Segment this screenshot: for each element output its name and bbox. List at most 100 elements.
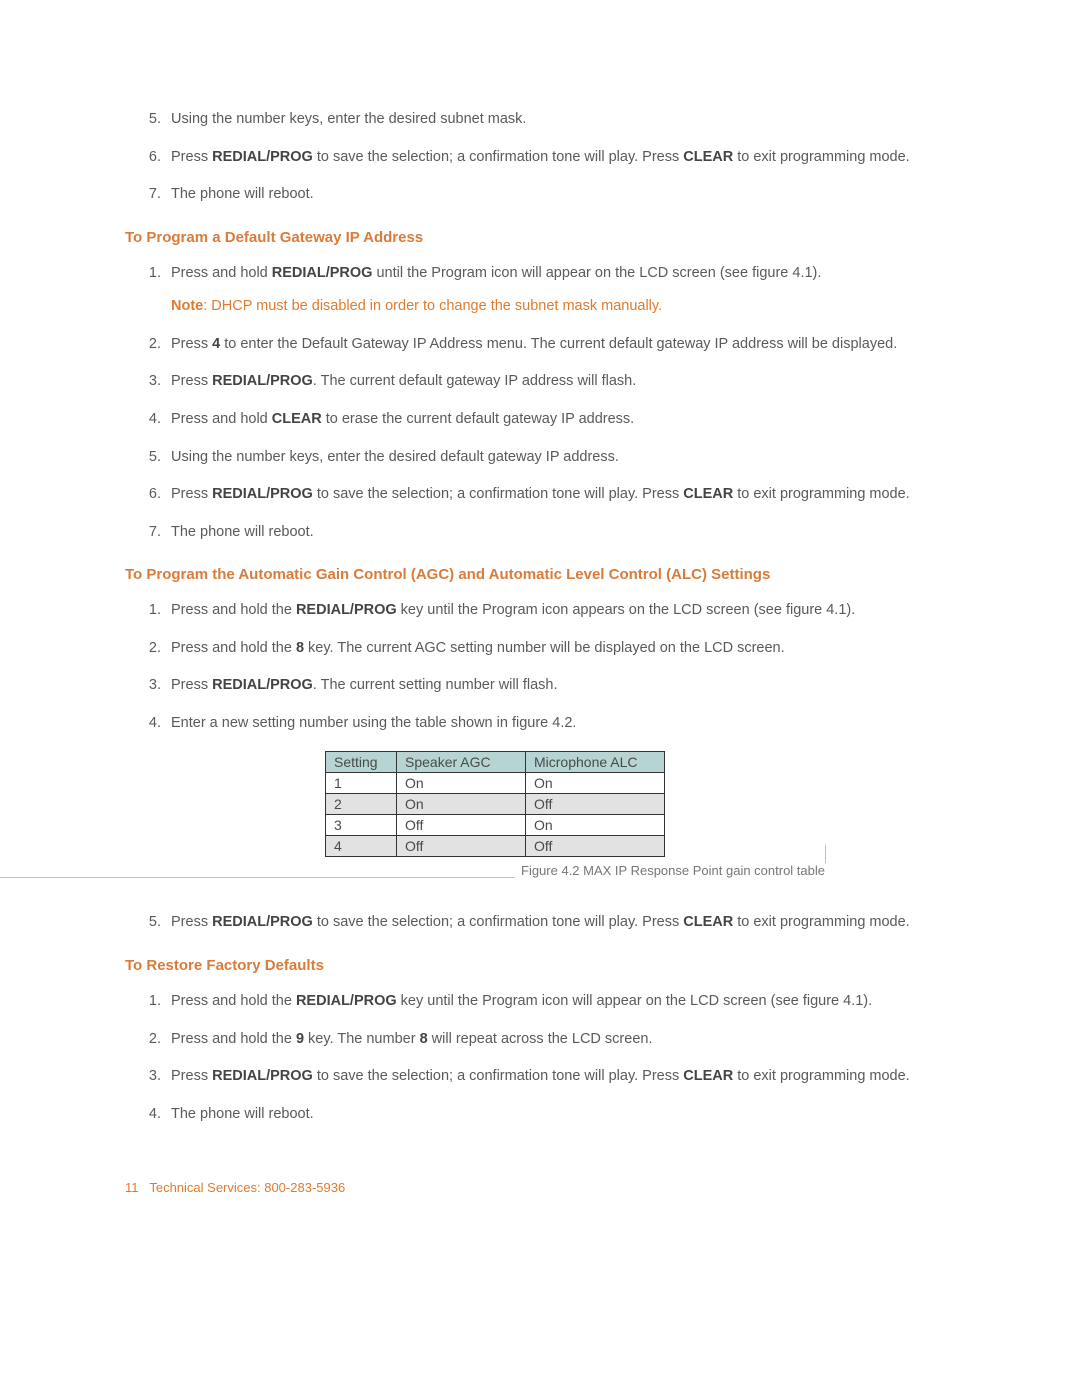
- note-label: Note: [171, 298, 203, 314]
- text: key. The current AGC setting number will…: [304, 640, 785, 656]
- text: key until the Program icon will appear o…: [397, 993, 873, 1009]
- text: to erase the current default gateway IP …: [322, 411, 634, 427]
- bold-text: CLEAR: [272, 411, 322, 427]
- list-agc: Press and hold the REDIAL/PROG key until…: [125, 601, 955, 733]
- text: to exit programming mode.: [733, 914, 910, 930]
- text: to save the selection; a confirmation to…: [313, 486, 683, 502]
- note: Note: DHCP must be disabled in order to …: [171, 297, 955, 317]
- bold-text: REDIAL/PROG: [212, 1068, 313, 1084]
- table-cell: On: [526, 815, 665, 836]
- list-restore: Press and hold the REDIAL/PROG key until…: [125, 992, 955, 1124]
- bold-text: REDIAL/PROG: [296, 602, 397, 618]
- text: Using the number keys, enter the desired…: [171, 111, 526, 127]
- page-number: 11: [125, 1180, 139, 1195]
- list-item: Press and hold the 9 key. The number 8 w…: [165, 1030, 955, 1050]
- text: to save the selection; a confirmation to…: [313, 914, 683, 930]
- heading-restore: To Restore Factory Defaults: [125, 957, 955, 974]
- text: . The current default gateway IP address…: [313, 373, 636, 389]
- table-cell: Off: [397, 836, 526, 857]
- heading-agc-alc: To Program the Automatic Gain Control (A…: [125, 566, 955, 583]
- table-cell: Off: [526, 836, 665, 857]
- text: Enter a new setting number using the tab…: [171, 715, 576, 731]
- table-row: 1 On On: [326, 773, 665, 794]
- list-item: Using the number keys, enter the desired…: [165, 448, 955, 468]
- text: The phone will reboot.: [171, 186, 314, 202]
- table-header-row: Setting Speaker AGC Microphone ALC: [326, 752, 665, 773]
- text: . The current setting number will flash.: [313, 677, 558, 693]
- footer-text: Technical Services: 800-283-5936: [149, 1180, 345, 1195]
- table-cell: 3: [326, 815, 397, 836]
- table-cell: On: [397, 773, 526, 794]
- figure-caption: Figure 4.2 MAX IP Response Point gain co…: [515, 863, 831, 878]
- text: The phone will reboot.: [171, 1106, 314, 1122]
- table-row: 3 Off On: [326, 815, 665, 836]
- list-item: The phone will reboot.: [165, 523, 955, 543]
- list-item: Press and hold REDIAL/PROG until the Pro…: [165, 264, 955, 317]
- bold-text: REDIAL/PROG: [212, 149, 313, 165]
- text: to save the selection; a confirmation to…: [313, 1068, 683, 1084]
- list-item: Press REDIAL/PROG to save the selection;…: [165, 148, 955, 168]
- list-item: Press and hold the REDIAL/PROG key until…: [165, 992, 955, 1012]
- table-row: 2 On Off: [326, 794, 665, 815]
- text: Press and hold the: [171, 1031, 296, 1047]
- text: key until the Program icon appears on th…: [397, 602, 856, 618]
- bold-text: REDIAL/PROG: [212, 677, 313, 693]
- text: will repeat across the LCD screen.: [428, 1031, 653, 1047]
- bold-text: REDIAL/PROG: [212, 914, 313, 930]
- text: to exit programming mode.: [733, 149, 910, 165]
- list-item: Press REDIAL/PROG to save the selection;…: [165, 1067, 955, 1087]
- list-item: The phone will reboot.: [165, 185, 955, 205]
- table-header: Speaker AGC: [397, 752, 526, 773]
- text: Press: [171, 1068, 212, 1084]
- list-item: Press and hold CLEAR to erase the curren…: [165, 410, 955, 430]
- bold-text: REDIAL/PROG: [272, 265, 373, 281]
- table-cell: 1: [326, 773, 397, 794]
- list-item: Press REDIAL/PROG. The current default g…: [165, 372, 955, 392]
- note-text: : DHCP must be disabled in order to chan…: [203, 298, 662, 314]
- text: Press: [171, 373, 212, 389]
- document-page: Using the number keys, enter the desired…: [0, 0, 1080, 1255]
- text: Press: [171, 486, 212, 502]
- list-item: Enter a new setting number using the tab…: [165, 714, 955, 734]
- table-cell: 2: [326, 794, 397, 815]
- list-item: The phone will reboot.: [165, 1105, 955, 1125]
- list-item: Press 4 to enter the Default Gateway IP …: [165, 335, 955, 355]
- figure-caption-wrap: Figure 4.2 MAX IP Response Point gain co…: [125, 863, 955, 891]
- text: to exit programming mode.: [733, 1068, 910, 1084]
- table-cell: On: [526, 773, 665, 794]
- list-gateway: Press and hold REDIAL/PROG until the Pro…: [125, 264, 955, 543]
- bold-text: REDIAL/PROG: [212, 373, 313, 389]
- table-header: Microphone ALC: [526, 752, 665, 773]
- bold-text: REDIAL/PROG: [212, 486, 313, 502]
- bold-text: REDIAL/PROG: [296, 993, 397, 1009]
- bold-text: CLEAR: [683, 914, 733, 930]
- text: Press and hold: [171, 265, 272, 281]
- table-cell: 4: [326, 836, 397, 857]
- table-cell: On: [397, 794, 526, 815]
- list-item: Using the number keys, enter the desired…: [165, 110, 955, 130]
- list-item: Press REDIAL/PROG to save the selection;…: [165, 485, 955, 505]
- list-subnet-continued: Using the number keys, enter the desired…: [125, 110, 955, 205]
- text: to enter the Default Gateway IP Address …: [220, 336, 897, 352]
- list-agc-continued: Press REDIAL/PROG to save the selection;…: [125, 913, 955, 933]
- text: key. The number: [304, 1031, 420, 1047]
- list-item: Press and hold the 8 key. The current AG…: [165, 639, 955, 659]
- list-item: Press REDIAL/PROG. The current setting n…: [165, 676, 955, 696]
- bold-text: CLEAR: [683, 149, 733, 165]
- bold-text: 8: [296, 640, 304, 656]
- list-item: Press REDIAL/PROG to save the selection;…: [165, 913, 955, 933]
- text: Press: [171, 914, 212, 930]
- text: The phone will reboot.: [171, 524, 314, 540]
- text: Press: [171, 336, 212, 352]
- bold-text: CLEAR: [683, 1068, 733, 1084]
- heading-gateway: To Program a Default Gateway IP Address: [125, 229, 955, 246]
- text: to exit programming mode.: [733, 486, 910, 502]
- bold-text: 8: [420, 1031, 428, 1047]
- bold-text: 4: [212, 336, 220, 352]
- gain-control-table: Setting Speaker AGC Microphone ALC 1 On …: [325, 751, 665, 857]
- text: to save the selection; a confirmation to…: [313, 149, 683, 165]
- table-cell: Off: [526, 794, 665, 815]
- text: Using the number keys, enter the desired…: [171, 449, 619, 465]
- text: Press and hold: [171, 411, 272, 427]
- bold-text: 9: [296, 1031, 304, 1047]
